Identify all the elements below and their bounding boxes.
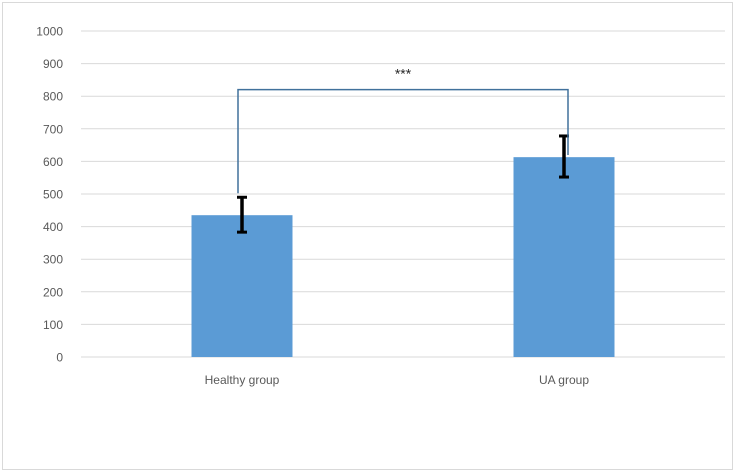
significance-bracket-line — [237, 88, 569, 194]
y-tick-label: 400 — [43, 220, 63, 234]
bars — [191, 157, 615, 357]
y-axis-ticks: 0 100 200 300 400 500 600 700 800 900 1000 — [36, 25, 63, 365]
y-tick-label: 500 — [43, 188, 63, 202]
gridlines — [81, 30, 725, 358]
x-tick-label: Healthy group — [205, 373, 280, 387]
y-tick-label: 1000 — [36, 25, 63, 39]
y-tick-label: 700 — [43, 122, 63, 136]
y-tick-label: 800 — [43, 90, 63, 104]
significance-bracket: *** — [237, 66, 569, 194]
significance-label: *** — [395, 66, 412, 82]
y-tick-label: 300 — [43, 253, 63, 267]
bar — [513, 157, 615, 357]
y-tick-label: 600 — [43, 155, 63, 169]
x-tick-label: UA group — [539, 373, 589, 387]
bar — [191, 215, 293, 357]
y-tick-label: 100 — [43, 318, 63, 332]
y-tick-label: 200 — [43, 285, 63, 299]
chart-frame — [2, 2, 733, 470]
y-tick-label: 900 — [43, 57, 63, 71]
x-axis-labels: Healthy group UA group — [205, 373, 590, 387]
y-tick-label: 0 — [56, 351, 63, 365]
